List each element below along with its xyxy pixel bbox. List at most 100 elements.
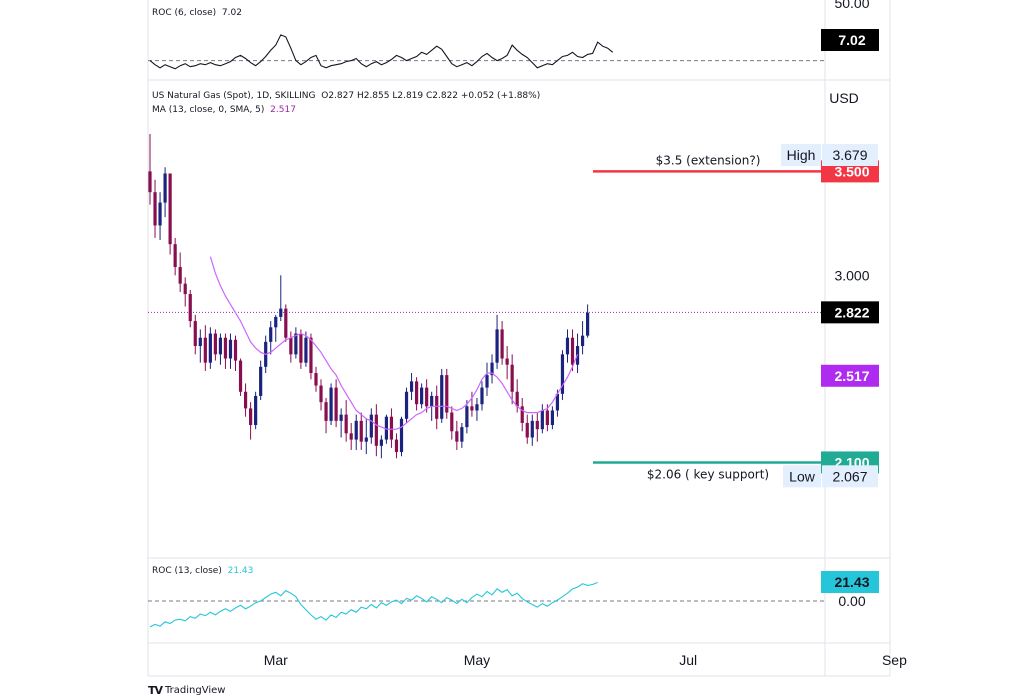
candle bbox=[274, 314, 278, 342]
candle-body bbox=[218, 337, 223, 355]
candle bbox=[284, 304, 288, 342]
tradingview-name: TradingView bbox=[165, 685, 226, 696]
candle bbox=[369, 408, 373, 444]
candle-body bbox=[279, 308, 283, 317]
candle-body bbox=[515, 391, 519, 407]
high-value-text: 3.679 bbox=[832, 147, 867, 163]
candle bbox=[379, 435, 383, 459]
candle bbox=[173, 237, 177, 276]
roc13-legend: ROC (13, close) 21.43 bbox=[152, 566, 253, 576]
candle bbox=[550, 406, 554, 430]
ma-legend-value: 2.517 bbox=[270, 105, 296, 115]
candle-body bbox=[153, 192, 157, 226]
candle-body bbox=[586, 312, 590, 336]
candle bbox=[153, 179, 157, 238]
candle bbox=[294, 327, 298, 359]
low-value-bg bbox=[822, 465, 878, 488]
candle bbox=[570, 329, 575, 371]
candle bbox=[339, 408, 343, 438]
candle bbox=[289, 331, 293, 363]
candle bbox=[540, 404, 544, 434]
roc13-last-value-tag-text: 21.43 bbox=[834, 574, 869, 590]
candle bbox=[349, 422, 353, 450]
candle bbox=[213, 329, 217, 361]
candle bbox=[580, 321, 585, 355]
candle bbox=[414, 377, 419, 411]
roc13-legend-value: 21.43 bbox=[227, 566, 254, 576]
currency-label: USD bbox=[829, 90, 859, 106]
candle bbox=[495, 314, 499, 369]
candle-body bbox=[535, 420, 539, 430]
candle-body bbox=[460, 427, 464, 442]
candle-body bbox=[384, 416, 389, 440]
candle-body bbox=[228, 339, 233, 359]
candle-body bbox=[254, 395, 258, 426]
candle bbox=[178, 252, 182, 292]
candle bbox=[535, 412, 539, 442]
candle-body bbox=[440, 375, 444, 419]
candle bbox=[299, 329, 303, 369]
candle bbox=[425, 379, 429, 413]
candle bbox=[319, 379, 323, 411]
price-tick-label: 3.000 bbox=[834, 267, 869, 283]
candle-body bbox=[304, 337, 308, 363]
candle-body bbox=[319, 385, 323, 403]
high-label-bg bbox=[781, 144, 821, 166]
candle bbox=[279, 275, 283, 322]
roc13-zero-tick: 0.00 bbox=[838, 593, 865, 609]
roc6-legend-value: 7.02 bbox=[221, 8, 242, 18]
candle-body bbox=[324, 402, 328, 421]
tradingview-branding[interactable]: TV TradingView bbox=[148, 684, 225, 697]
candle-body bbox=[500, 329, 504, 359]
candle bbox=[455, 420, 459, 450]
candle bbox=[304, 331, 308, 367]
candle-body bbox=[354, 420, 358, 440]
candle bbox=[520, 398, 524, 432]
chart-frame bbox=[147, 0, 891, 677]
candle bbox=[243, 383, 248, 417]
low-label-bg bbox=[783, 465, 821, 488]
candle-body bbox=[359, 420, 363, 442]
time-tick-sep: Sep bbox=[882, 652, 907, 668]
candle-body bbox=[545, 410, 549, 426]
candle-body bbox=[445, 375, 449, 413]
candle-body bbox=[238, 360, 243, 392]
key-support-level-text: $2.06 ( key support) bbox=[647, 467, 769, 481]
candle bbox=[168, 173, 172, 255]
symbol-title: US Natural Gas (Spot), 1D, SKILLING bbox=[152, 91, 316, 101]
candle bbox=[445, 368, 449, 419]
candle-body bbox=[420, 387, 424, 405]
candle-body bbox=[163, 173, 167, 203]
candle bbox=[188, 289, 192, 328]
candle bbox=[329, 383, 333, 426]
time-tick-mar: Mar bbox=[264, 652, 288, 668]
candle bbox=[409, 373, 414, 401]
candle bbox=[254, 391, 258, 430]
candle-body bbox=[495, 329, 499, 363]
candle bbox=[249, 402, 253, 440]
candle bbox=[324, 398, 328, 434]
candle-body bbox=[565, 337, 570, 355]
roc6-legend-label: ROC (6, close) bbox=[152, 8, 217, 18]
candle bbox=[450, 406, 454, 440]
candle bbox=[354, 414, 358, 450]
candle-body bbox=[203, 337, 207, 363]
candle-body bbox=[233, 339, 238, 361]
candle-body bbox=[525, 422, 529, 438]
roc6-last-value-tag-bg bbox=[821, 29, 879, 51]
candle bbox=[485, 362, 489, 396]
candle-body bbox=[188, 294, 192, 322]
candle bbox=[148, 133, 152, 205]
candle bbox=[480, 381, 484, 411]
candle-body bbox=[168, 173, 172, 245]
candle bbox=[314, 366, 318, 392]
candle bbox=[309, 333, 313, 380]
candle bbox=[399, 416, 404, 457]
ma-value-tag-bg bbox=[821, 364, 879, 387]
candle bbox=[435, 385, 439, 430]
main-legend: US Natural Gas (Spot), 1D, SKILLING O2.8… bbox=[152, 91, 540, 101]
candle bbox=[475, 398, 479, 421]
candle-body bbox=[223, 337, 228, 359]
candle bbox=[334, 379, 338, 428]
